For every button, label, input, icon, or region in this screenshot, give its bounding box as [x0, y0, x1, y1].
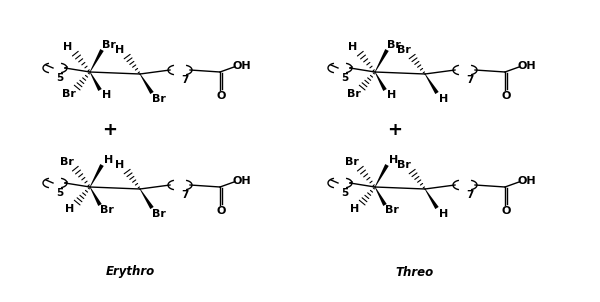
Polygon shape — [140, 74, 154, 94]
Text: Erythro: Erythro — [106, 265, 155, 278]
Text: 7: 7 — [181, 75, 188, 85]
Text: Br: Br — [152, 209, 166, 219]
Text: O: O — [502, 206, 511, 216]
Text: H: H — [64, 42, 73, 52]
Text: Br: Br — [152, 94, 166, 104]
Polygon shape — [425, 189, 439, 209]
Text: Br: Br — [60, 157, 74, 167]
Polygon shape — [90, 187, 102, 206]
Text: H: H — [115, 45, 125, 55]
Text: 7: 7 — [181, 190, 188, 200]
Text: Br: Br — [347, 89, 361, 99]
Text: H: H — [439, 209, 449, 219]
Text: O: O — [502, 91, 511, 101]
Polygon shape — [425, 74, 439, 94]
Text: Br: Br — [397, 160, 411, 170]
Text: OH: OH — [518, 61, 536, 71]
Polygon shape — [140, 189, 154, 209]
Text: O: O — [217, 206, 226, 216]
Text: H: H — [439, 94, 449, 104]
Text: +: + — [388, 121, 403, 139]
Text: OH: OH — [233, 176, 251, 186]
Text: Threo: Threo — [396, 265, 434, 278]
Text: OH: OH — [518, 176, 536, 186]
Text: O: O — [217, 91, 226, 101]
Text: H: H — [115, 160, 125, 170]
Polygon shape — [90, 164, 104, 187]
Text: Br: Br — [100, 205, 114, 215]
Text: H: H — [389, 155, 398, 165]
Text: H: H — [65, 204, 74, 214]
Text: Br: Br — [397, 45, 411, 55]
Text: +: + — [103, 121, 118, 139]
Polygon shape — [375, 164, 389, 187]
Text: OH: OH — [233, 61, 251, 71]
Text: 5: 5 — [56, 73, 64, 83]
Text: Br: Br — [345, 157, 359, 167]
Text: H: H — [350, 204, 359, 214]
Text: 5: 5 — [341, 73, 349, 83]
Text: H: H — [103, 90, 112, 100]
Text: 7: 7 — [466, 190, 473, 200]
Polygon shape — [375, 49, 389, 72]
Polygon shape — [375, 72, 387, 91]
Text: H: H — [388, 90, 397, 100]
Text: 7: 7 — [466, 75, 473, 85]
Polygon shape — [375, 187, 387, 206]
Text: 5: 5 — [56, 188, 64, 198]
Text: Br: Br — [387, 40, 401, 50]
Polygon shape — [90, 49, 104, 72]
Polygon shape — [90, 72, 102, 91]
Text: 5: 5 — [341, 188, 349, 198]
Text: Br: Br — [385, 205, 399, 215]
Text: Br: Br — [102, 40, 116, 50]
Text: Br: Br — [62, 89, 76, 99]
Text: H: H — [349, 42, 358, 52]
Text: H: H — [104, 155, 113, 165]
